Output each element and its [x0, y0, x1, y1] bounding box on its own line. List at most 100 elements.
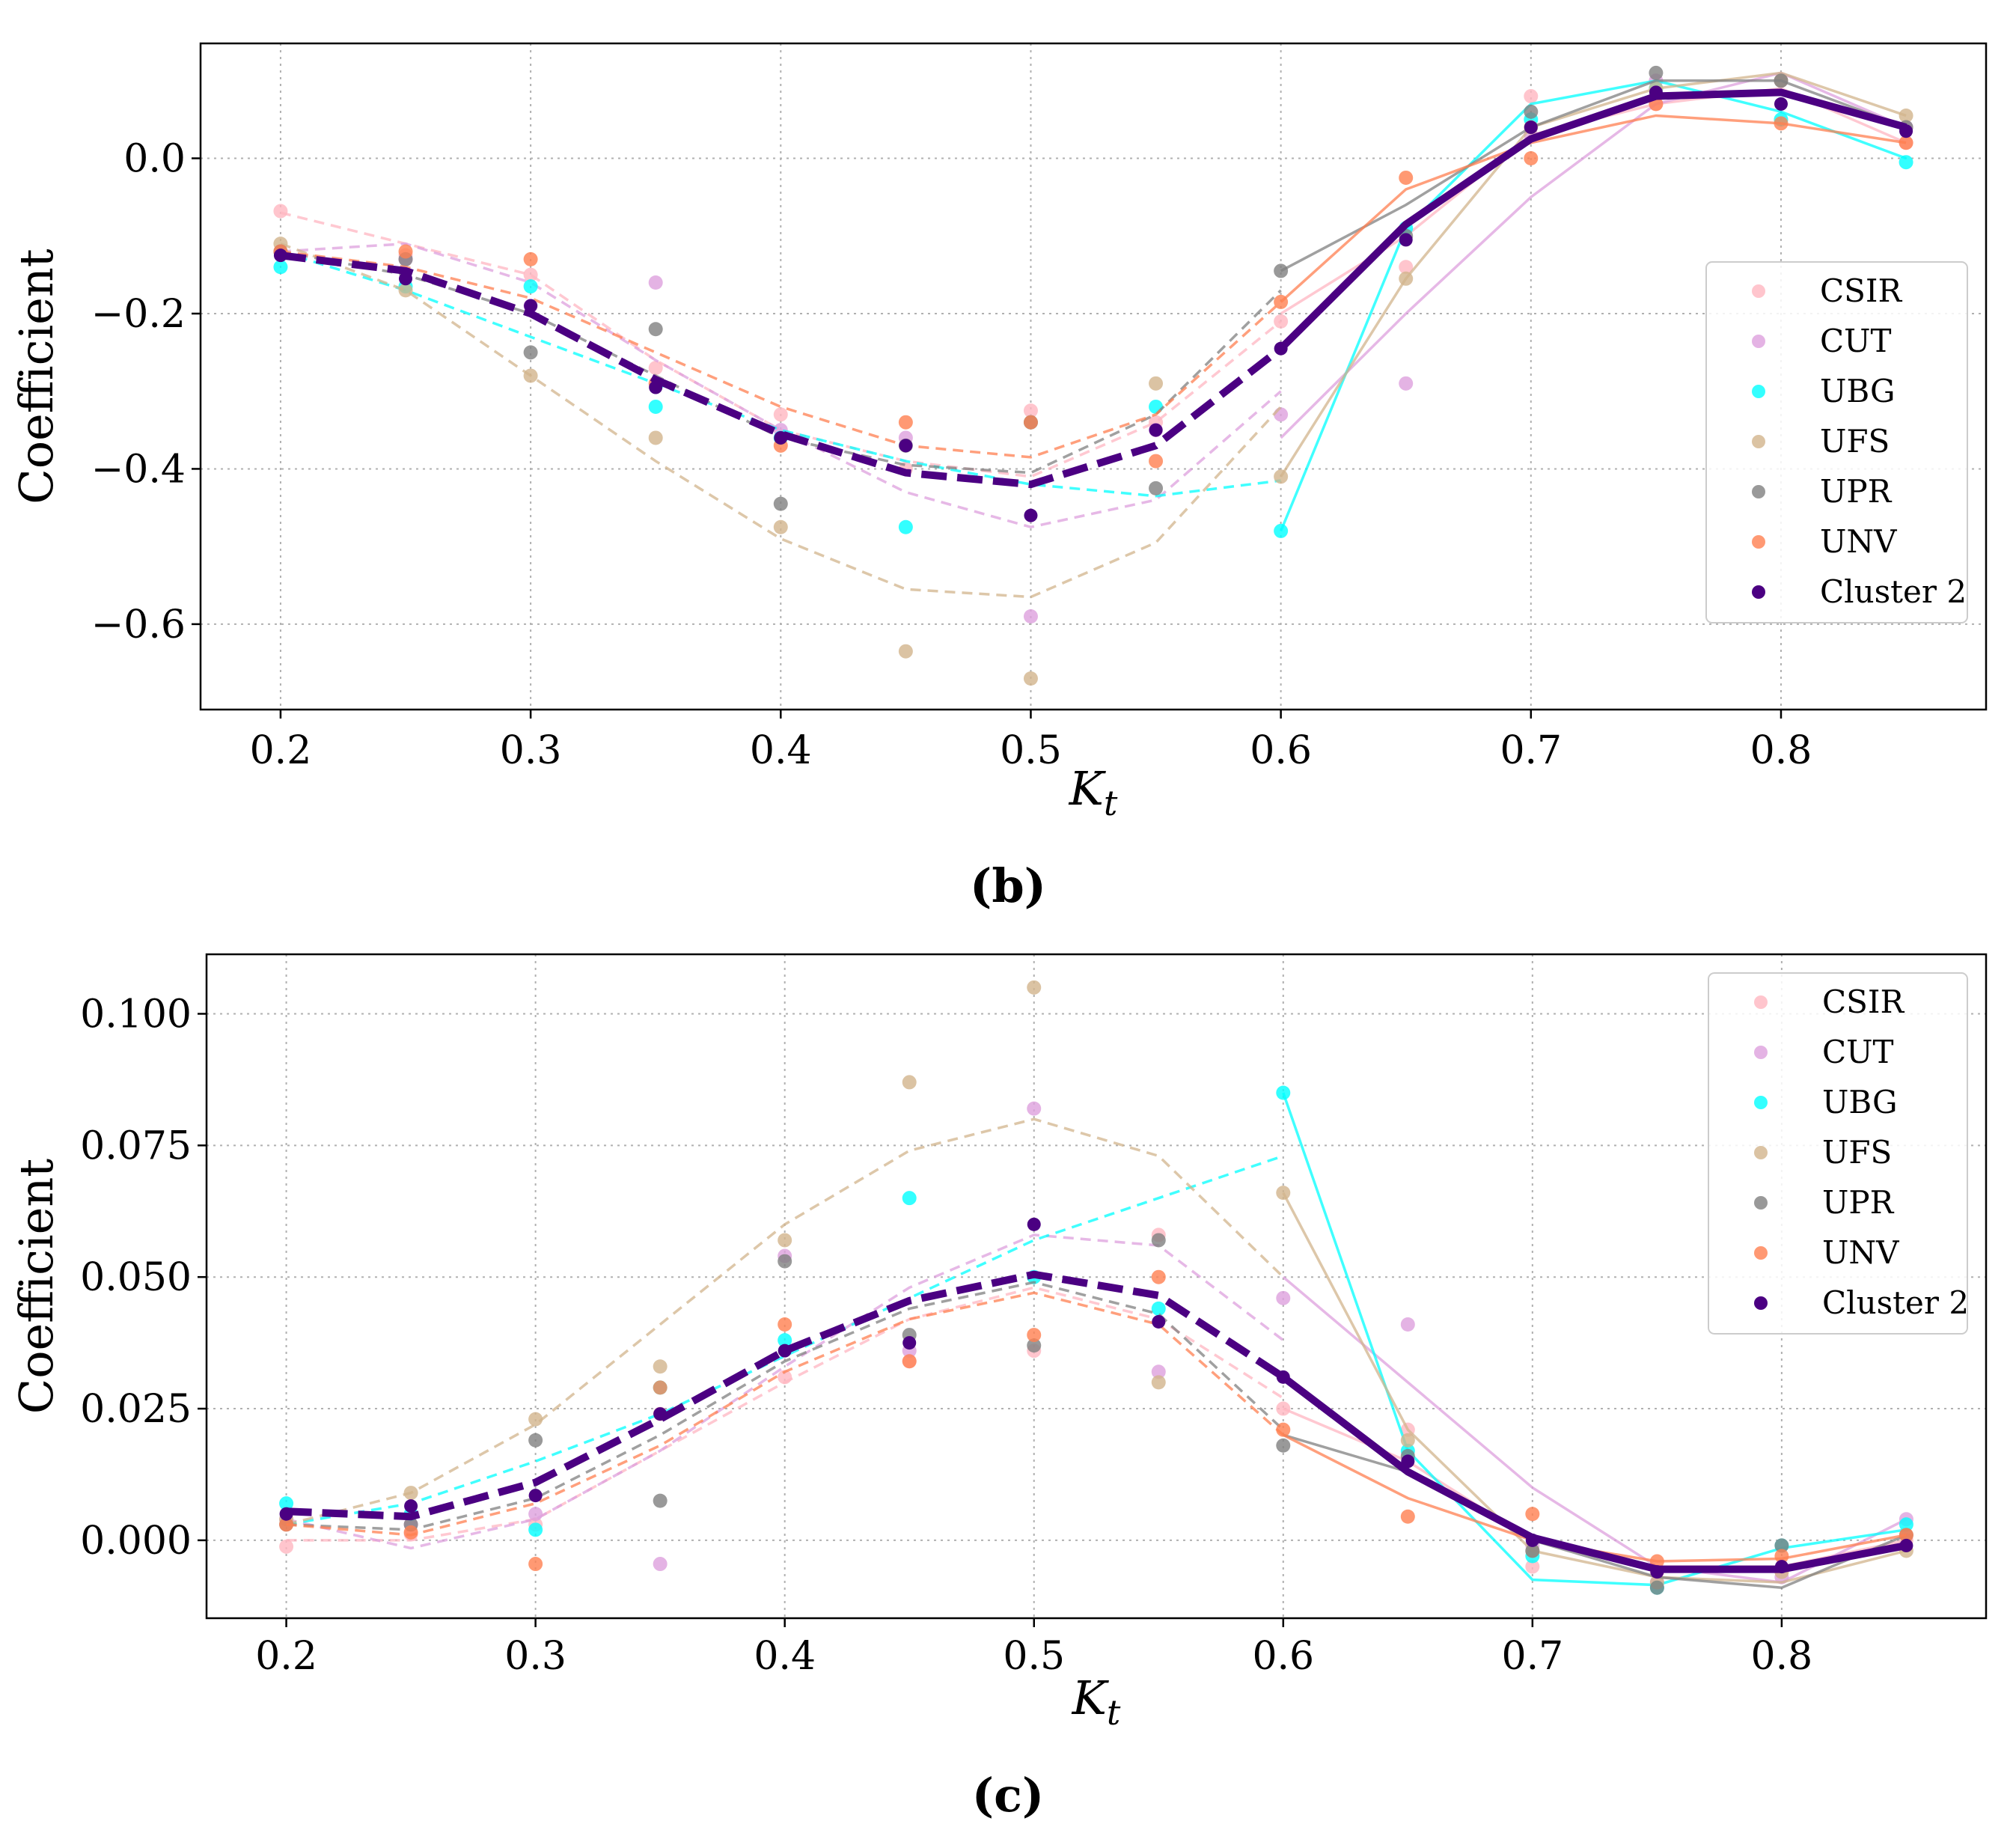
data-point [404, 1499, 418, 1513]
data-point [1151, 1375, 1166, 1390]
data-point [1774, 1560, 1789, 1574]
series-csir [273, 73, 1913, 478]
data-point [1400, 1433, 1415, 1448]
legend-frame [1705, 261, 1968, 623]
legend-label: UFS [1820, 423, 1890, 460]
data-point [778, 1344, 792, 1358]
series-cut [273, 71, 1913, 624]
data-point [1525, 1543, 1540, 1558]
data-point [1399, 271, 1414, 286]
x-tick-label: 0.7 [1500, 728, 1562, 773]
data-point [774, 430, 788, 445]
data-point [778, 1254, 792, 1269]
data-point [902, 1075, 917, 1090]
panel-caption: (c) [972, 1768, 1044, 1823]
x-tick-label: 0.3 [500, 728, 562, 773]
y-tick-label: 0.000 [80, 1519, 192, 1564]
x-tick-label: 0.5 [1000, 728, 1062, 773]
data-point [1899, 135, 1913, 150]
data-point [1149, 481, 1164, 495]
fit-line-pre [280, 242, 1282, 599]
data-point [1649, 1580, 1664, 1595]
data-point [898, 415, 913, 430]
data-point [648, 275, 663, 290]
data-point [1151, 1269, 1166, 1284]
legend-marker [1754, 1196, 1768, 1210]
data-point [279, 1517, 294, 1532]
data-point [1151, 1233, 1166, 1248]
data-point [1524, 89, 1539, 104]
data-point [1525, 1533, 1539, 1547]
data-point [1774, 1549, 1789, 1564]
data-point [1023, 609, 1038, 624]
data-point [403, 1525, 418, 1540]
series-upr [273, 65, 1913, 511]
data-point [1274, 469, 1289, 484]
legend-label: UNV [1820, 523, 1897, 560]
series-cut [279, 1101, 1913, 1590]
data-point [403, 1486, 418, 1501]
data-point [1524, 104, 1539, 119]
legend-marker [1754, 995, 1768, 1009]
data-point [1274, 314, 1289, 329]
y-tick-label: 0.075 [80, 1123, 192, 1168]
fit-line-pre [286, 1270, 1286, 1521]
legend-label: UFS [1822, 1134, 1892, 1171]
data-point [1149, 423, 1163, 437]
x-tick-label: 0.5 [1003, 1634, 1065, 1679]
legend-label: Cluster 2 [1820, 573, 1967, 610]
data-point [398, 283, 413, 298]
y-tick-label: 0.025 [80, 1387, 192, 1432]
legend-label: UBG [1820, 373, 1896, 409]
data-point [1774, 1538, 1789, 1553]
data-point [1401, 1454, 1415, 1469]
legend-marker [1752, 485, 1765, 498]
data-point [653, 1407, 668, 1421]
legend-marker [1754, 1096, 1768, 1109]
legend-marker [1752, 585, 1765, 599]
data-point [1274, 523, 1289, 538]
series-cluster-2 [273, 85, 1913, 522]
data-point [653, 1380, 668, 1395]
data-point [1649, 85, 1663, 100]
data-point [1399, 260, 1414, 275]
series-ufs [279, 980, 1913, 1590]
y-axis-label: Coefficient [9, 248, 64, 504]
x-tick-label: 0.2 [255, 1634, 317, 1679]
x-tick-label: 0.4 [750, 728, 812, 773]
legend-marker [1752, 385, 1765, 398]
legend-marker [1754, 1046, 1768, 1059]
data-point [1276, 1370, 1290, 1384]
chart-panel-b: 0.2 0.3 0.4 0.5 0.6 0.7 0.8 0.0 −0.2 −0.4 −0.6 Coef… [9, 42, 1988, 913]
data-point [279, 1507, 293, 1521]
data-point [1276, 1422, 1291, 1437]
fit-line-post [1280, 79, 1907, 532]
legend-label: UPR [1820, 473, 1893, 510]
axes-frame [199, 42, 1988, 711]
fit-line-pre [280, 250, 1281, 498]
data-point [528, 1557, 543, 1572]
data-point [648, 399, 663, 414]
legend-label: CUT [1822, 1034, 1894, 1070]
legend-marker [1754, 1246, 1768, 1260]
data-point [279, 1496, 294, 1511]
fit-line-post [1280, 79, 1907, 272]
y-tick-label: 0.0 [123, 137, 186, 182]
x-axis-label: Kt [1069, 761, 1118, 823]
data-point [1899, 124, 1913, 138]
fit-line-pre [286, 1281, 1284, 1531]
data-point [1650, 1565, 1664, 1579]
fit-line-post [1280, 71, 1907, 478]
series-ubg [279, 1085, 1913, 1595]
x-tick-label: 0.8 [1750, 728, 1812, 773]
fit-line-post [1278, 88, 1907, 352]
legend-marker [1752, 435, 1765, 448]
data-point [1524, 121, 1538, 135]
fit-line-post [1282, 1192, 1907, 1584]
data-point [1027, 1328, 1042, 1343]
fit-line-post [1280, 71, 1907, 439]
data-point [528, 1433, 543, 1448]
fit-line-pre [280, 242, 1282, 529]
data-point [1525, 1507, 1540, 1522]
